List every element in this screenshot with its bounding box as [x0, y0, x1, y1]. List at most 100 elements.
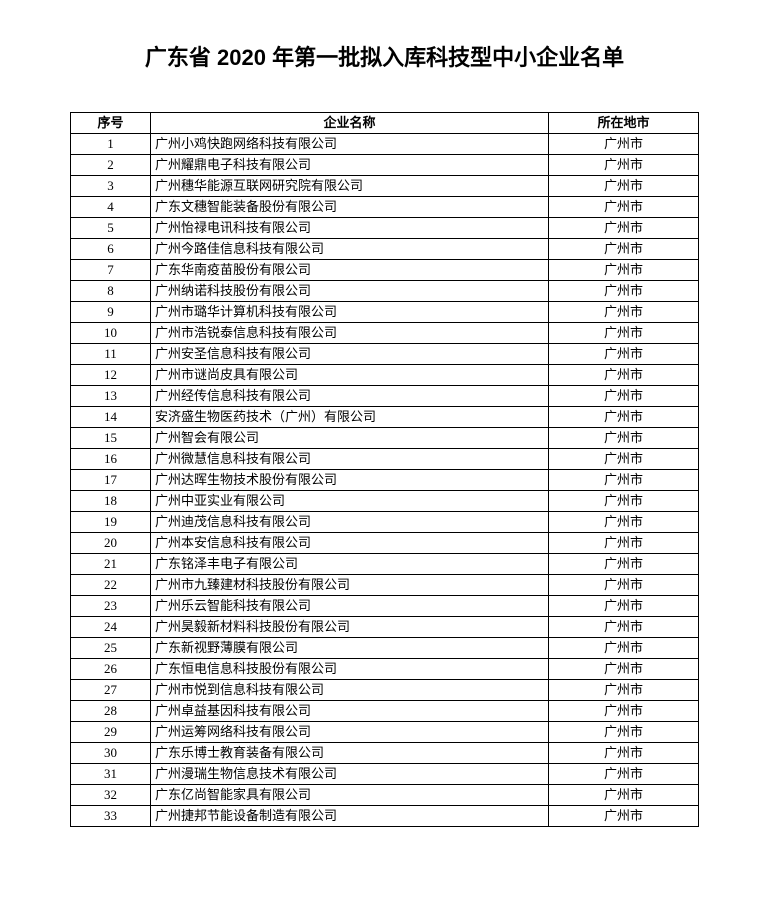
- cell-city: 广州市: [549, 260, 699, 281]
- cell-seq: 12: [71, 365, 151, 386]
- cell-city: 广州市: [549, 638, 699, 659]
- cell-name: 广东乐博士教育装备有限公司: [151, 743, 549, 764]
- cell-seq: 1: [71, 134, 151, 155]
- cell-city: 广州市: [549, 239, 699, 260]
- cell-seq: 3: [71, 176, 151, 197]
- cell-seq: 18: [71, 491, 151, 512]
- cell-city: 广州市: [549, 386, 699, 407]
- table-header: 序号 企业名称 所在地市: [71, 113, 699, 134]
- enterprise-table: 序号 企业名称 所在地市 1广州小鸡快跑网络科技有限公司广州市2广州耀鼎电子科技…: [70, 112, 699, 827]
- table-row: 3广州穗华能源互联网研究院有限公司广州市: [71, 176, 699, 197]
- table-row: 17广州达晖生物技术股份有限公司广州市: [71, 470, 699, 491]
- cell-seq: 5: [71, 218, 151, 239]
- table-row: 30广东乐博士教育装备有限公司广州市: [71, 743, 699, 764]
- cell-name: 广东文穗智能装备股份有限公司: [151, 197, 549, 218]
- cell-city: 广州市: [549, 218, 699, 239]
- table-row: 21广东铭泽丰电子有限公司广州市: [71, 554, 699, 575]
- cell-seq: 25: [71, 638, 151, 659]
- cell-city: 广州市: [549, 764, 699, 785]
- table-row: 10广州市浩锐泰信息科技有限公司广州市: [71, 323, 699, 344]
- cell-seq: 27: [71, 680, 151, 701]
- cell-city: 广州市: [549, 428, 699, 449]
- cell-city: 广州市: [549, 554, 699, 575]
- cell-name: 广州今路佳信息科技有限公司: [151, 239, 549, 260]
- cell-city: 广州市: [549, 302, 699, 323]
- table-row: 14安济盛生物医药技术（广州）有限公司广州市: [71, 407, 699, 428]
- table-row: 11广州安圣信息科技有限公司广州市: [71, 344, 699, 365]
- table-row: 7广东华南疫苗股份有限公司广州市: [71, 260, 699, 281]
- cell-seq: 23: [71, 596, 151, 617]
- cell-name: 广东恒电信息科技股份有限公司: [151, 659, 549, 680]
- table-row: 27广州市悦到信息科技有限公司广州市: [71, 680, 699, 701]
- table-row: 13广州经传信息科技有限公司广州市: [71, 386, 699, 407]
- cell-name: 广州耀鼎电子科技有限公司: [151, 155, 549, 176]
- cell-name: 广州穗华能源互联网研究院有限公司: [151, 176, 549, 197]
- cell-seq: 9: [71, 302, 151, 323]
- cell-seq: 11: [71, 344, 151, 365]
- cell-city: 广州市: [549, 134, 699, 155]
- table-row: 20广州本安信息科技有限公司广州市: [71, 533, 699, 554]
- cell-name: 广州安圣信息科技有限公司: [151, 344, 549, 365]
- cell-city: 广州市: [549, 176, 699, 197]
- cell-seq: 33: [71, 806, 151, 827]
- cell-seq: 14: [71, 407, 151, 428]
- cell-city: 广州市: [549, 596, 699, 617]
- cell-seq: 10: [71, 323, 151, 344]
- cell-seq: 4: [71, 197, 151, 218]
- cell-name: 广州小鸡快跑网络科技有限公司: [151, 134, 549, 155]
- table-row: 22广州市九臻建材科技股份有限公司广州市: [71, 575, 699, 596]
- cell-city: 广州市: [549, 785, 699, 806]
- table-row: 16广州微慧信息科技有限公司广州市: [71, 449, 699, 470]
- cell-city: 广州市: [549, 617, 699, 638]
- cell-seq: 20: [71, 533, 151, 554]
- table-row: 26广东恒电信息科技股份有限公司广州市: [71, 659, 699, 680]
- cell-name: 广东新视野薄膜有限公司: [151, 638, 549, 659]
- table-row: 5广州怡禄电讯科技有限公司广州市: [71, 218, 699, 239]
- table-row: 33广州捷邦节能设备制造有限公司广州市: [71, 806, 699, 827]
- cell-seq: 24: [71, 617, 151, 638]
- table-row: 29广州运筹网络科技有限公司广州市: [71, 722, 699, 743]
- table-row: 2广州耀鼎电子科技有限公司广州市: [71, 155, 699, 176]
- cell-city: 广州市: [549, 323, 699, 344]
- cell-city: 广州市: [549, 407, 699, 428]
- cell-name: 广州运筹网络科技有限公司: [151, 722, 549, 743]
- cell-name: 广州市璐华计算机科技有限公司: [151, 302, 549, 323]
- cell-name: 广东铭泽丰电子有限公司: [151, 554, 549, 575]
- cell-city: 广州市: [549, 680, 699, 701]
- cell-name: 广东亿尚智能家具有限公司: [151, 785, 549, 806]
- cell-city: 广州市: [549, 281, 699, 302]
- cell-city: 广州市: [549, 470, 699, 491]
- cell-city: 广州市: [549, 155, 699, 176]
- table-row: 19广州迪茂信息科技有限公司广州市: [71, 512, 699, 533]
- cell-seq: 15: [71, 428, 151, 449]
- cell-city: 广州市: [549, 512, 699, 533]
- table-row: 25广东新视野薄膜有限公司广州市: [71, 638, 699, 659]
- cell-name: 广州智会有限公司: [151, 428, 549, 449]
- col-name-header: 企业名称: [151, 113, 549, 134]
- cell-city: 广州市: [549, 806, 699, 827]
- table-row: 28广州卓益基因科技有限公司广州市: [71, 701, 699, 722]
- cell-name: 广州市谜尚皮具有限公司: [151, 365, 549, 386]
- cell-seq: 31: [71, 764, 151, 785]
- cell-name: 广州卓益基因科技有限公司: [151, 701, 549, 722]
- cell-name: 安济盛生物医药技术（广州）有限公司: [151, 407, 549, 428]
- cell-seq: 6: [71, 239, 151, 260]
- cell-city: 广州市: [549, 533, 699, 554]
- cell-city: 广州市: [549, 722, 699, 743]
- cell-seq: 13: [71, 386, 151, 407]
- table-row: 23广州乐云智能科技有限公司广州市: [71, 596, 699, 617]
- col-seq-header: 序号: [71, 113, 151, 134]
- cell-seq: 19: [71, 512, 151, 533]
- cell-name: 广州怡禄电讯科技有限公司: [151, 218, 549, 239]
- cell-seq: 28: [71, 701, 151, 722]
- cell-city: 广州市: [549, 743, 699, 764]
- table-row: 31广州漫瑞生物信息技术有限公司广州市: [71, 764, 699, 785]
- cell-name: 广州市浩锐泰信息科技有限公司: [151, 323, 549, 344]
- cell-seq: 16: [71, 449, 151, 470]
- cell-name: 广州达晖生物技术股份有限公司: [151, 470, 549, 491]
- cell-city: 广州市: [549, 701, 699, 722]
- cell-city: 广州市: [549, 365, 699, 386]
- cell-seq: 29: [71, 722, 151, 743]
- cell-seq: 30: [71, 743, 151, 764]
- cell-city: 广州市: [549, 659, 699, 680]
